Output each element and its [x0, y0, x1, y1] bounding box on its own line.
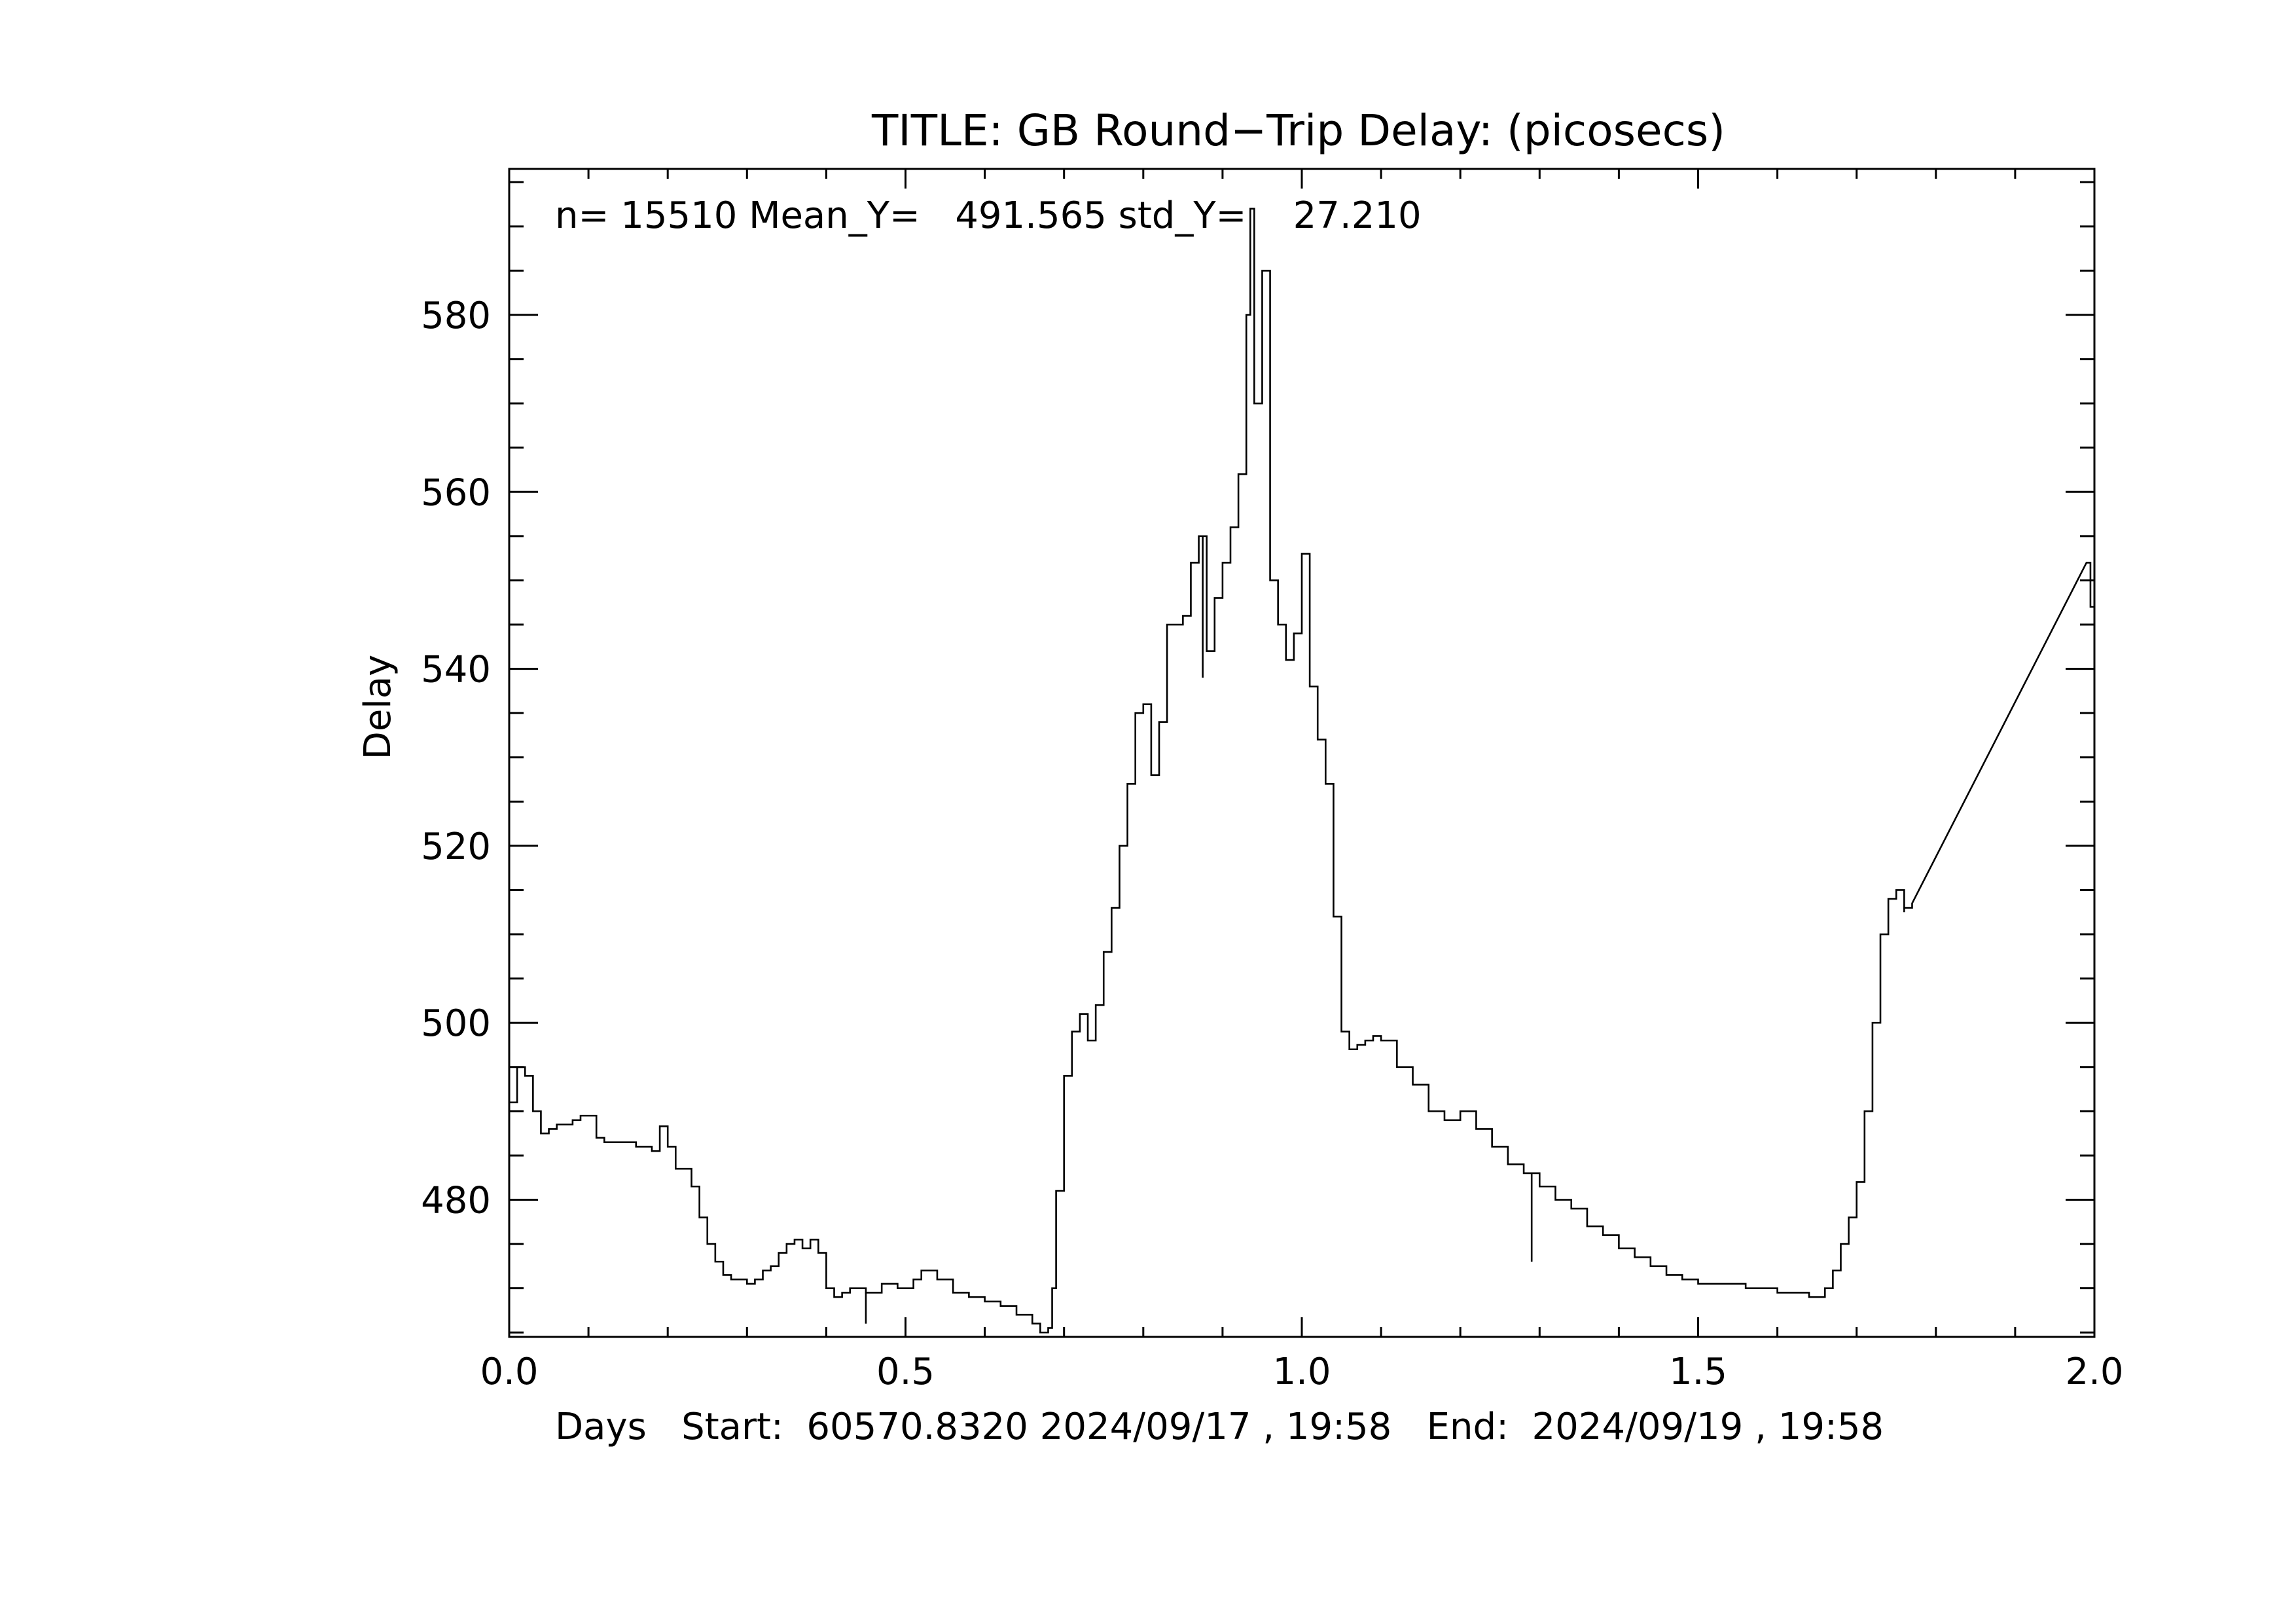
x-tick-label: 0.0	[480, 1351, 538, 1393]
y-tick-label: 480	[421, 1180, 491, 1222]
stats-annotation: n= 15510 Mean_Y= 491.565 std_Y= 27.210	[555, 194, 1422, 237]
chart-title: TITLE: GB Round−Trip Delay: (picosecs)	[871, 105, 1725, 156]
y-tick-label: 500	[421, 1002, 491, 1045]
x-tick-label: 1.0	[1272, 1351, 1331, 1393]
x-tick-label: 0.5	[876, 1351, 935, 1393]
y-axis-label: Delay	[357, 655, 399, 760]
x-axis-ticks: 0.0 0.5 1.0 1.5 2.0	[480, 169, 2124, 1393]
delay-trace	[509, 208, 2096, 1334]
y-tick-label: 580	[421, 295, 491, 337]
plot-frame	[508, 168, 2096, 1338]
y-tick-label: 560	[421, 471, 491, 514]
y-tick-label: 520	[421, 826, 491, 868]
x-tick-label: 2.0	[2065, 1351, 2123, 1393]
y-axis-ticks: 480 500 520 540 560 580	[421, 181, 2094, 1334]
x-tick-label: 1.5	[1669, 1351, 1727, 1393]
delay-series	[509, 208, 2096, 1334]
plot-border	[508, 168, 2096, 1338]
y-tick-label: 540	[421, 649, 491, 691]
x-axis-label: Days Start: 60570.8320 2024/09/17 , 19:5…	[555, 1406, 1884, 1448]
